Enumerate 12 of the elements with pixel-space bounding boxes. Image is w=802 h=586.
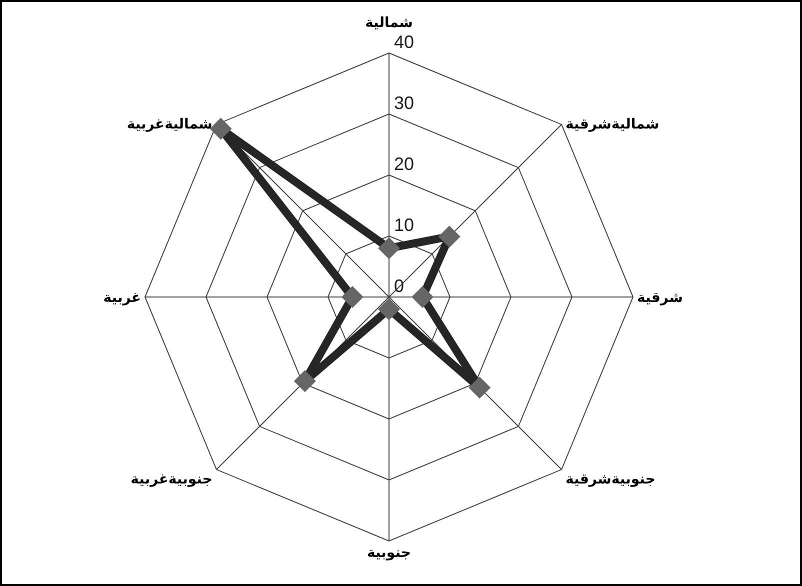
spoke-label: شماليةشرقية bbox=[566, 116, 660, 132]
spoke-label: غربية bbox=[103, 290, 141, 306]
y-tick-label: 20 bbox=[394, 154, 414, 174]
spoke-label: جنوبيةشرقية bbox=[566, 472, 656, 488]
spoke-label: شرقية bbox=[637, 290, 683, 306]
spoke-label: شماليةغربية bbox=[126, 116, 212, 132]
y-tick-label: 40 bbox=[394, 32, 414, 52]
y-tick-label: 10 bbox=[394, 215, 414, 235]
y-tick-label: 30 bbox=[394, 93, 414, 113]
spoke-label: شمالية bbox=[365, 15, 413, 31]
spoke-label: جنوبية bbox=[366, 545, 412, 561]
spoke-label: جنوبيةغربية bbox=[130, 472, 212, 488]
